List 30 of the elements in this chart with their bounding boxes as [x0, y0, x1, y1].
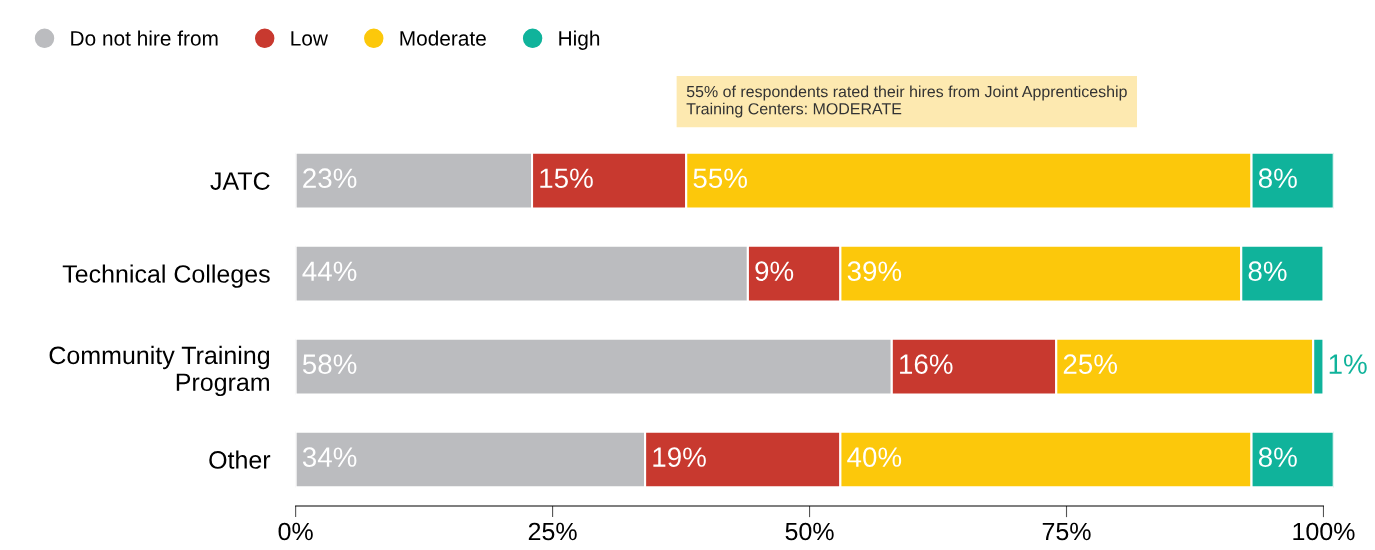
data-label: 8% — [1248, 261, 1287, 282]
data-label: 1% — [1329, 354, 1367, 374]
data-label: 8% — [1258, 447, 1297, 467]
x-tick-label: 25% — [528, 522, 577, 541]
text: 55% of respondents rated their hires from Joint Apprenticeship Training Centers: MODERATE — [686, 85, 1127, 118]
data-label: 25% — [1063, 354, 1118, 374]
data-label: 19% — [653, 447, 706, 467]
y-tick-label: Technical Colleges — [62, 264, 270, 288]
y-tick-label: JATC — [210, 172, 270, 190]
legend-label: Moderate — [400, 30, 486, 46]
data-label: 9% — [755, 261, 794, 282]
x-tick-label: 50% — [785, 522, 834, 541]
data-label: 15% — [540, 168, 593, 189]
data-label: 39% — [847, 261, 902, 282]
data-label: 58% — [302, 354, 357, 374]
data-label: 55% — [693, 168, 747, 189]
data-label: 44% — [302, 261, 357, 281]
y-tick-label: Other — [209, 450, 271, 469]
legend-label: High — [559, 30, 600, 50]
data-label: 40% — [847, 447, 902, 467]
y-tick-label: Community Training Program — [49, 345, 270, 397]
data-label: 16% — [900, 354, 953, 374]
x-tick-label: 75% — [1042, 522, 1091, 541]
data-label: 8% — [1258, 168, 1297, 189]
x-tick-label: 0% — [278, 522, 313, 541]
legend-label: Low — [291, 31, 328, 46]
legend-label: Do not hire from — [71, 30, 218, 46]
data-label: 34% — [302, 447, 357, 467]
x-tick-label: 100% — [1293, 522, 1355, 541]
data-label: 23% — [303, 168, 357, 189]
